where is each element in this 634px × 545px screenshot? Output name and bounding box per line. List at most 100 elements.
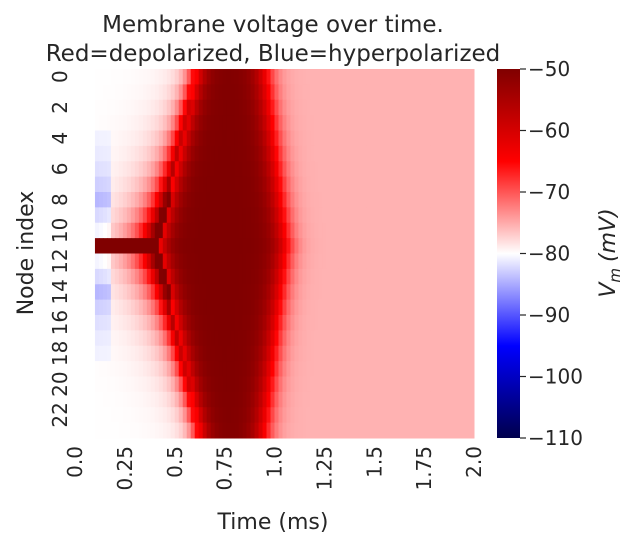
heatmap-cell <box>466 145 471 162</box>
heatmap-cell <box>274 361 279 378</box>
heatmap-cell <box>150 284 156 301</box>
heatmap-cell <box>90 69 96 85</box>
heatmap-cell <box>222 361 228 378</box>
heatmap-cell <box>378 115 383 132</box>
chart-title-line1: Membrane voltage over time. <box>102 12 444 38</box>
heatmap-cell <box>306 161 311 178</box>
heatmap-cell <box>222 84 228 101</box>
heatmap-cell <box>178 161 184 178</box>
heatmap-cell <box>286 268 291 285</box>
heatmap-cell <box>466 407 471 424</box>
heatmap-cell <box>346 99 351 116</box>
heatmap-cell <box>434 130 439 147</box>
heatmap-cell <box>354 268 359 285</box>
heatmap-cell <box>454 268 459 285</box>
heatmap-cell <box>430 222 435 239</box>
heatmap-cell <box>306 253 311 270</box>
heatmap-cell <box>154 161 160 178</box>
heatmap-cell <box>250 84 256 101</box>
heatmap-cell <box>414 145 419 162</box>
heatmap-cell <box>110 192 116 208</box>
heatmap-cell <box>198 145 204 162</box>
heatmap-cell <box>438 115 443 132</box>
heatmap-cell <box>414 299 419 316</box>
heatmap-cell <box>202 145 208 162</box>
heatmap-cell <box>258 130 264 147</box>
heatmap-cell <box>106 330 112 347</box>
heatmap-cell <box>322 284 327 301</box>
heatmap-cell <box>114 284 120 301</box>
heatmap-cell <box>394 115 399 132</box>
heatmap-cell <box>366 345 371 362</box>
heatmap-cell <box>214 299 220 316</box>
heatmap-cell <box>174 222 180 239</box>
heatmap-cell <box>382 192 387 208</box>
heatmap-cell <box>358 376 363 393</box>
heatmap-cell <box>102 130 108 147</box>
heatmap-cell <box>386 391 391 408</box>
heatmap-cell <box>142 115 148 132</box>
heatmap-cell <box>290 391 295 408</box>
heatmap-cell <box>250 330 256 347</box>
heatmap-cell <box>422 253 427 270</box>
heatmap-cell <box>262 161 268 178</box>
heatmap-cell <box>234 222 240 239</box>
heatmap-cell <box>258 99 264 116</box>
heatmap-cell <box>394 207 399 224</box>
heatmap-cell <box>282 161 287 178</box>
heatmap-cell <box>406 407 411 424</box>
heatmap-cell <box>90 268 96 285</box>
heatmap-cell <box>206 315 212 331</box>
heatmap-cell <box>402 130 407 147</box>
heatmap-cell <box>342 176 347 193</box>
heatmap-cell <box>314 407 319 424</box>
heatmap-cell <box>394 345 399 362</box>
heatmap-cell <box>390 315 395 331</box>
heatmap-cell <box>118 238 124 255</box>
heatmap-cell <box>382 407 387 424</box>
heatmap-cell <box>330 315 335 331</box>
heatmap-cell <box>386 238 391 255</box>
heatmap-cell <box>234 330 240 347</box>
heatmap-cell <box>218 407 224 424</box>
heatmap-cell <box>110 222 116 239</box>
heatmap-cell <box>106 222 112 239</box>
heatmap-cell <box>338 407 343 424</box>
heatmap-cell <box>370 330 375 347</box>
heatmap-cell <box>186 299 192 316</box>
heatmap-cell <box>394 84 399 101</box>
heatmap-cell <box>146 222 152 239</box>
heatmap-cell <box>122 238 128 255</box>
heatmap-cell <box>358 268 363 285</box>
heatmap-cell <box>106 422 112 439</box>
heatmap-cell <box>342 407 347 424</box>
heatmap-cell <box>306 330 311 347</box>
heatmap-cell <box>146 84 152 101</box>
heatmap-cell <box>202 69 208 85</box>
heatmap-cell <box>358 330 363 347</box>
heatmap-cell <box>446 422 451 439</box>
heatmap-cell <box>302 161 307 178</box>
heatmap-cell <box>402 345 407 362</box>
heatmap-cell <box>402 145 407 162</box>
heatmap-cell <box>318 361 323 378</box>
heatmap-cell <box>266 315 272 331</box>
heatmap-cell <box>274 422 279 439</box>
heatmap-cell <box>130 284 136 301</box>
heatmap-cell <box>186 315 192 331</box>
heatmap-cell <box>178 84 184 101</box>
heatmap-cell <box>306 115 311 132</box>
heatmap-cell <box>362 115 367 132</box>
heatmap-cell <box>234 115 240 132</box>
heatmap-cell <box>458 145 463 162</box>
heatmap-cell <box>186 284 192 301</box>
heatmap-cell <box>422 315 427 331</box>
heatmap-cell <box>118 176 124 193</box>
heatmap-cell <box>362 84 367 101</box>
heatmap-cell <box>146 422 152 439</box>
heatmap-cell <box>454 176 459 193</box>
heatmap-cell <box>170 376 176 393</box>
heatmap-cell <box>438 99 443 116</box>
heatmap-cell <box>262 407 268 424</box>
heatmap-cell <box>330 84 335 101</box>
